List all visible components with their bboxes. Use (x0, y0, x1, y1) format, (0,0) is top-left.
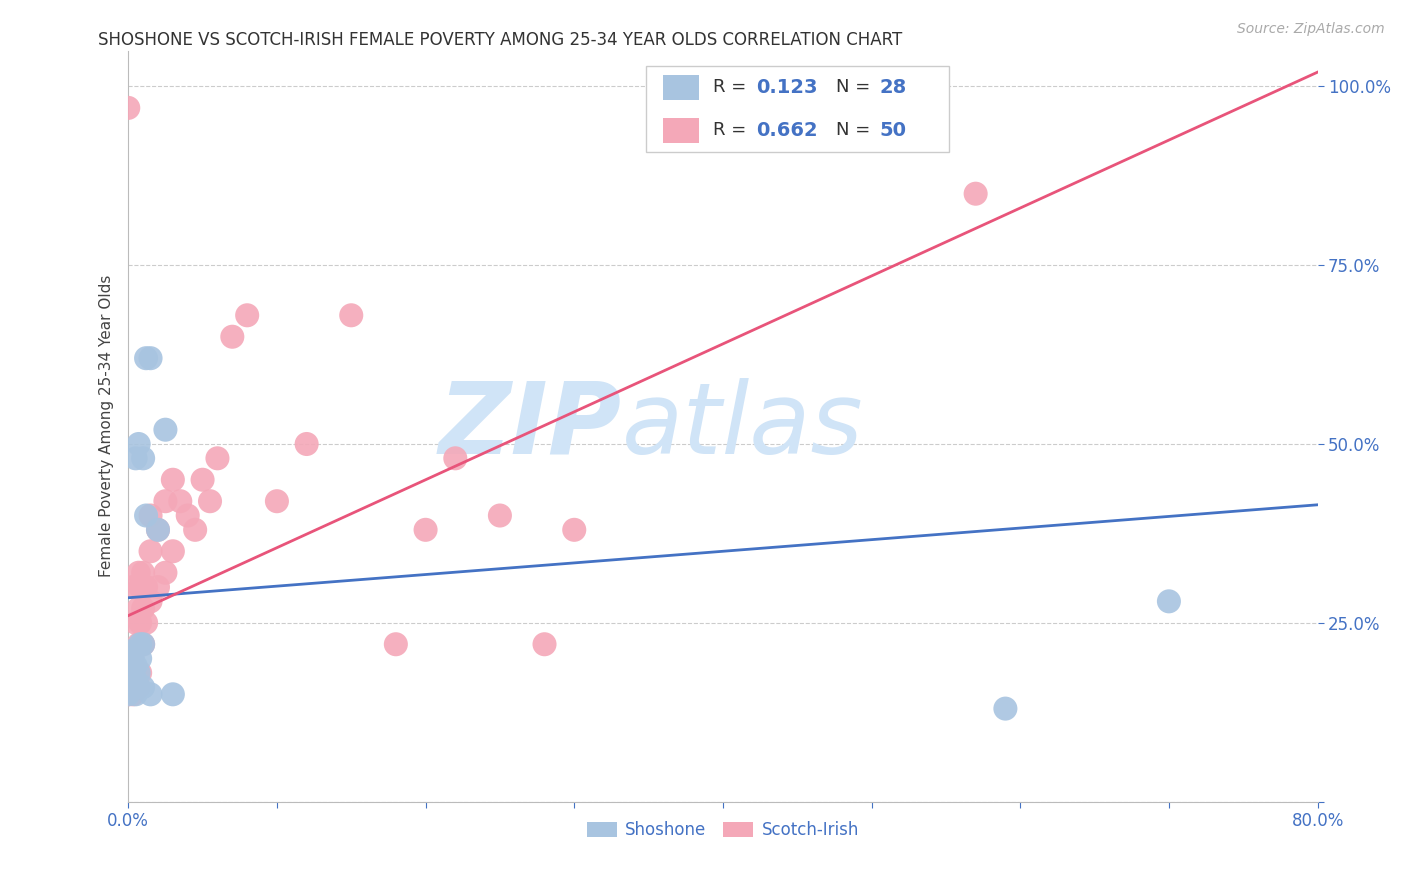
Point (146, 580, 169, 594)
Point (132, 637, 155, 651)
Point (128, 637, 150, 651)
Point (994, 701, 1017, 715)
Point (132, 637, 155, 651)
Point (121, 680, 143, 694)
Point (191, 473, 214, 487)
Point (117, 673, 139, 687)
Text: SHOSHONE VS SCOTCH-IRISH FEMALE POVERTY AMONG 25-34 YEAR OLDS CORRELATION CHART: SHOSHONE VS SCOTCH-IRISH FEMALE POVERTY … (98, 31, 903, 49)
Point (125, 451, 148, 466)
Text: 0.662: 0.662 (756, 120, 818, 140)
Point (385, 637, 408, 651)
Point (129, 580, 152, 594)
Point (117, 658, 139, 673)
Point (117, 673, 139, 687)
Point (162, 544, 184, 558)
Point (135, 615, 157, 630)
Text: 28: 28 (880, 78, 907, 97)
Point (125, 665, 148, 680)
Y-axis label: Female Poverty Among 25-34 Year Olds: Female Poverty Among 25-34 Year Olds (100, 275, 114, 577)
Point (121, 687, 143, 701)
Point (162, 473, 184, 487)
Point (139, 594, 162, 608)
Point (146, 523, 169, 537)
Point (162, 687, 184, 701)
Point (128, 665, 150, 680)
Point (135, 351, 157, 366)
Point (128, 680, 150, 694)
Point (135, 508, 157, 523)
Point (177, 508, 200, 523)
Point (117, 101, 139, 115)
Text: R =: R = (713, 78, 752, 96)
Point (965, 186, 987, 201)
Point (125, 658, 148, 673)
Point (132, 566, 155, 580)
Point (146, 523, 169, 537)
Point (139, 687, 162, 701)
Point (184, 523, 207, 537)
Text: N =: N = (837, 78, 876, 96)
Point (117, 687, 139, 701)
Point (169, 494, 191, 508)
Point (117, 665, 139, 680)
Point (128, 680, 150, 694)
Point (129, 665, 152, 680)
Point (125, 680, 148, 694)
Point (129, 615, 152, 630)
Point (533, 637, 555, 651)
Point (562, 523, 585, 537)
Legend: Shoshone, Scotch-Irish: Shoshone, Scotch-Irish (581, 814, 866, 846)
Point (489, 508, 512, 523)
Point (139, 544, 162, 558)
Point (139, 351, 162, 366)
Point (129, 637, 152, 651)
Point (1157, 594, 1180, 608)
Text: R =: R = (713, 121, 752, 139)
Point (132, 451, 155, 466)
Point (135, 580, 157, 594)
Point (125, 673, 148, 687)
Point (155, 494, 177, 508)
Point (121, 580, 143, 594)
Point (295, 437, 318, 451)
Text: Source: ZipAtlas.com: Source: ZipAtlas.com (1237, 22, 1385, 37)
Point (236, 308, 259, 322)
Point (125, 615, 148, 630)
Point (155, 423, 177, 437)
Point (132, 601, 155, 615)
Point (128, 437, 150, 451)
Text: 0.123: 0.123 (756, 78, 818, 97)
Text: atlas: atlas (621, 377, 863, 475)
Point (198, 494, 221, 508)
Point (117, 644, 139, 658)
Point (121, 651, 143, 665)
Point (139, 508, 162, 523)
Point (125, 687, 148, 701)
FancyBboxPatch shape (664, 75, 699, 100)
FancyBboxPatch shape (645, 66, 949, 152)
Point (221, 330, 243, 344)
FancyBboxPatch shape (664, 118, 699, 143)
Point (340, 308, 363, 322)
Point (155, 566, 177, 580)
Text: 50: 50 (880, 120, 907, 140)
Point (129, 651, 152, 665)
Point (415, 523, 437, 537)
Point (444, 451, 467, 466)
Point (207, 451, 229, 466)
Point (121, 651, 143, 665)
Text: ZIP: ZIP (439, 377, 621, 475)
Text: N =: N = (837, 121, 876, 139)
Point (266, 494, 288, 508)
Point (121, 665, 143, 680)
Point (128, 566, 150, 580)
Point (132, 680, 155, 694)
Point (117, 687, 139, 701)
Point (121, 673, 143, 687)
Point (128, 601, 150, 615)
